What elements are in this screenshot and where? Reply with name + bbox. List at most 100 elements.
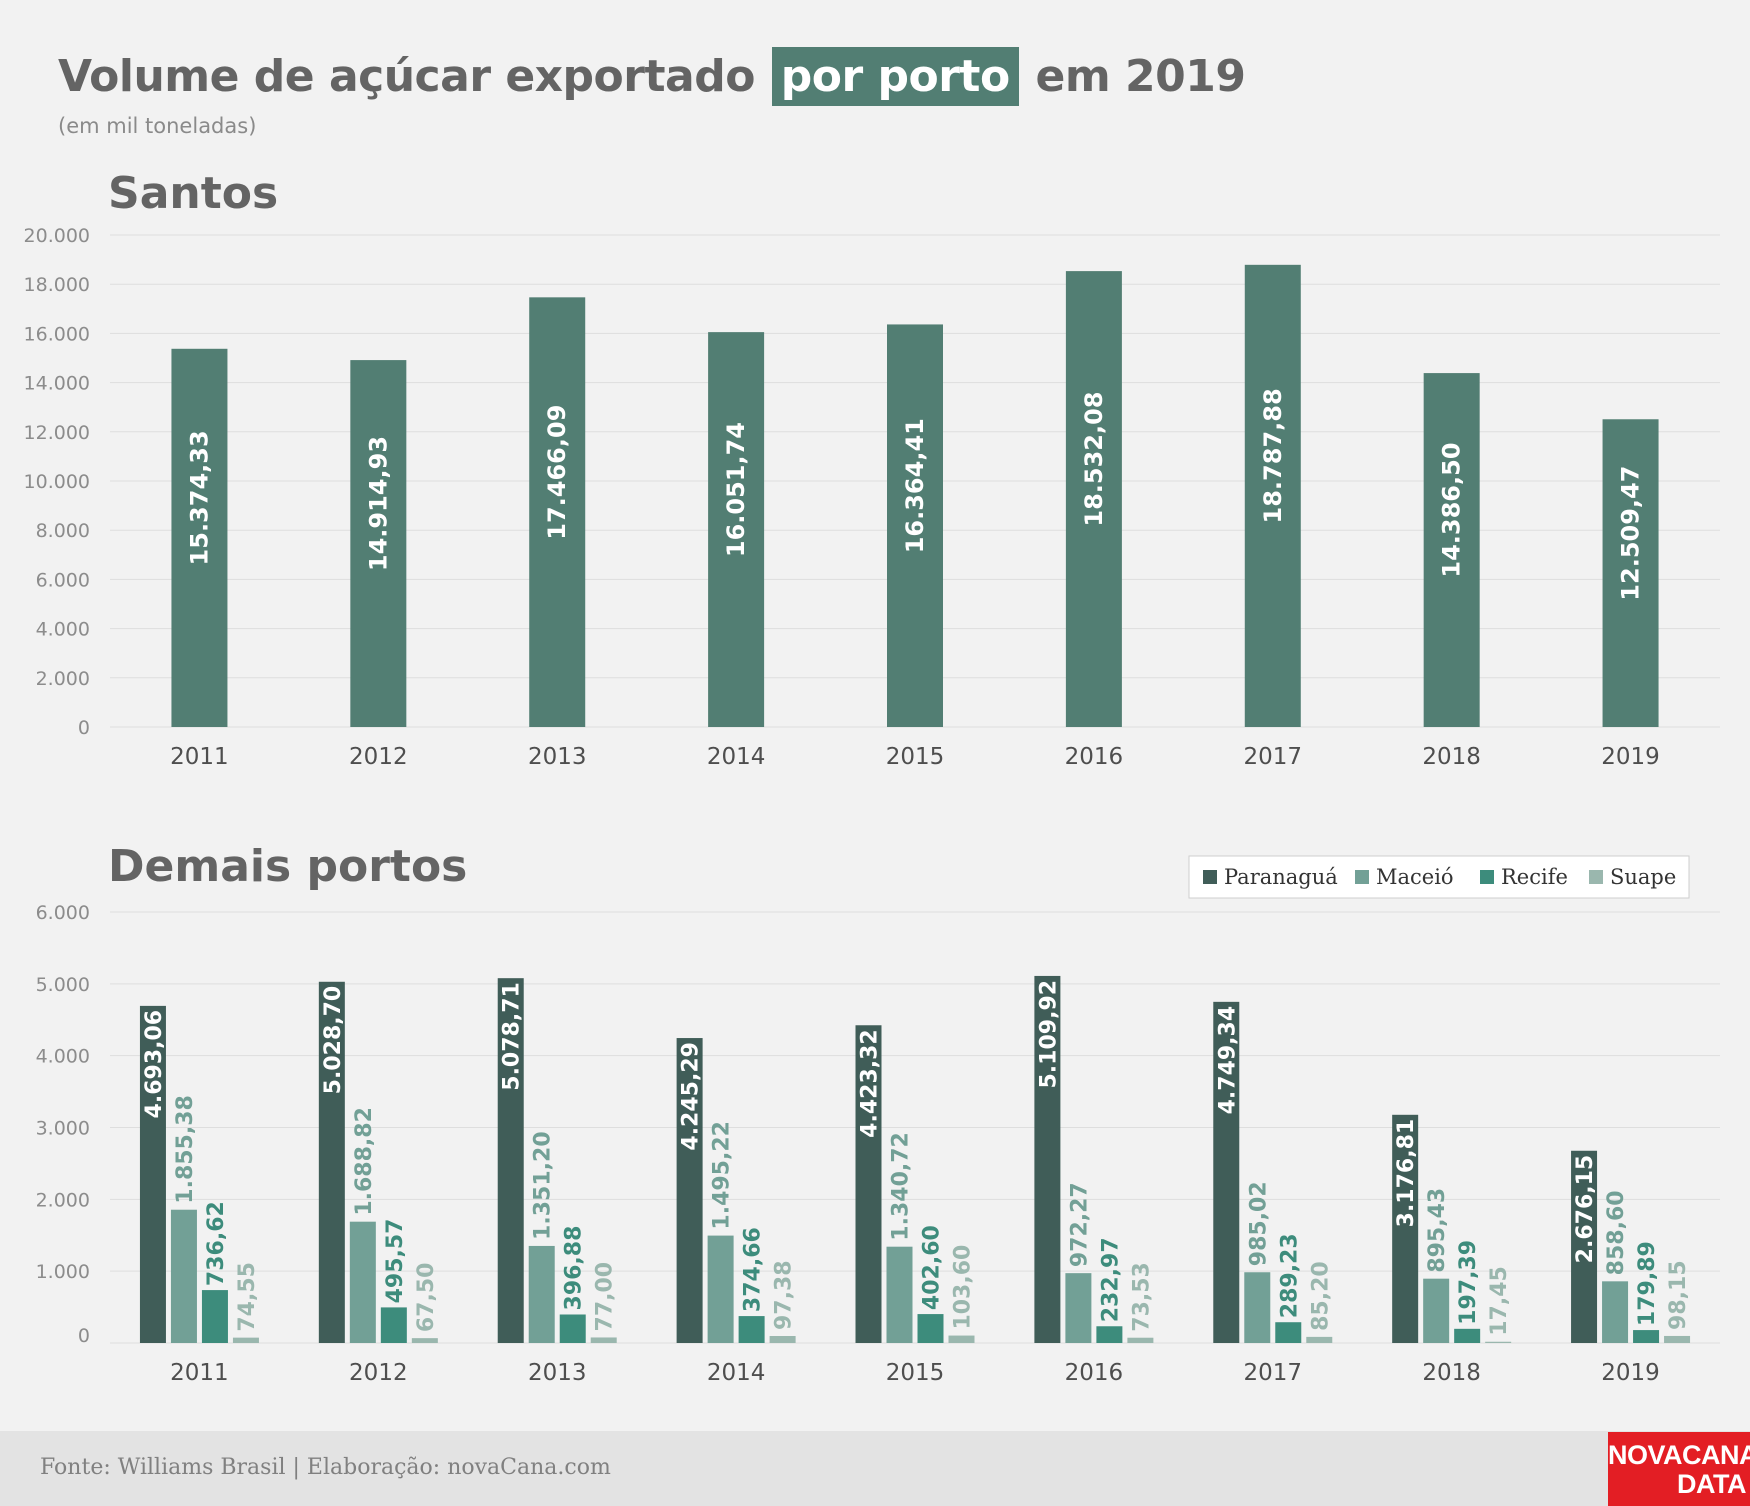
bar-label-maceio-2017: 985,02 bbox=[1246, 1181, 1271, 1266]
bar-recife-2013 bbox=[559, 1314, 586, 1343]
bar-label-suape-2011: 74,55 bbox=[235, 1262, 260, 1332]
bar-recife-2017 bbox=[1275, 1322, 1302, 1343]
legend-box bbox=[1188, 855, 1690, 899]
y-tick-label: 10.000 bbox=[24, 471, 90, 493]
x-tick-label: 2013 bbox=[528, 744, 587, 770]
bar-label-paranagua-2011: 4.693,06 bbox=[142, 1010, 167, 1119]
bar-label-suape-2019: 98,15 bbox=[1666, 1260, 1691, 1330]
bar-label-suape-2018: 17,45 bbox=[1487, 1266, 1512, 1336]
x-tick-label: 2016 bbox=[1065, 744, 1124, 770]
bar-maceio-2018 bbox=[1423, 1278, 1450, 1343]
page-subtitle: (em mil toneladas) bbox=[58, 114, 257, 138]
bar-label-maceio-2018: 895,43 bbox=[1425, 1188, 1450, 1273]
x-tick-label: 2015 bbox=[886, 744, 945, 770]
demais-portos-chart: Demais portos 0 1.000 2.000 3.000 4.000 5.000 6… bbox=[36, 841, 1720, 1386]
y-tick-label: 5.000 bbox=[36, 974, 90, 996]
x-tick-label: 2012 bbox=[349, 744, 408, 770]
bar-paranagua-2012 bbox=[318, 981, 345, 1343]
bar-maceio-2012 bbox=[349, 1221, 376, 1343]
bar-santos-2019 bbox=[1602, 419, 1659, 727]
bar-label-paranagua-2013: 5.078,71 bbox=[500, 982, 525, 1091]
bar-suape-2013 bbox=[590, 1337, 617, 1343]
bar-maceio-2017 bbox=[1244, 1272, 1271, 1343]
x-tick-label: 2019 bbox=[1601, 1360, 1660, 1386]
bar-label-suape-2012: 67,50 bbox=[414, 1263, 439, 1333]
bar-label-recife-2015: 402,60 bbox=[920, 1225, 945, 1310]
bar-label-santos-2017: 18.787,88 bbox=[1259, 388, 1287, 523]
bar-label-santos-2019: 12.509,47 bbox=[1617, 466, 1645, 601]
novacana-data-logo: NOVACANA DATA bbox=[1608, 1432, 1750, 1506]
bar-suape-2015 bbox=[948, 1335, 975, 1343]
bar-paranagua-2016 bbox=[1034, 975, 1061, 1343]
bar-santos-2018 bbox=[1423, 373, 1480, 727]
bar-label-paranagua-2017: 4.749,34 bbox=[1215, 1006, 1240, 1115]
bar-label-maceio-2012: 1.688,82 bbox=[352, 1107, 377, 1216]
x-tick-label: 2018 bbox=[1422, 744, 1481, 770]
panel-title-santos: Santos bbox=[108, 168, 278, 219]
santos-chart: Santos 0 2.000 4.000 6.000 8.000 10.000 12.000 1… bbox=[24, 168, 1720, 770]
bar-suape-2014 bbox=[769, 1336, 796, 1343]
y-tick-label: 20.000 bbox=[24, 225, 90, 247]
bar-label-recife-2016: 232,97 bbox=[1098, 1237, 1123, 1322]
y-tick-label: 18.000 bbox=[24, 274, 90, 296]
bar-santos-2014 bbox=[708, 332, 765, 727]
bar-santos-2013 bbox=[529, 297, 586, 727]
y-tick-label: 14.000 bbox=[24, 373, 90, 395]
bar-paranagua-2017 bbox=[1213, 1001, 1240, 1343]
x-tick-label: 2014 bbox=[707, 744, 766, 770]
bar-label-santos-2013: 17.466,09 bbox=[543, 405, 571, 540]
bar-maceio-2011 bbox=[170, 1209, 197, 1343]
bar-label-suape-2015: 103,60 bbox=[951, 1245, 976, 1330]
legend-label-paranagua: Paranaguá bbox=[1224, 865, 1338, 889]
bar-recife-2012 bbox=[380, 1307, 407, 1343]
legend-label-maceio: Maceió bbox=[1376, 865, 1454, 889]
bar-label-recife-2019: 179,89 bbox=[1635, 1241, 1660, 1326]
source-note: Fonte: Williams Brasil | Elaboração: nov… bbox=[40, 1455, 611, 1480]
title-text-post: em 2019 bbox=[1035, 51, 1246, 102]
x-tick-label: 2014 bbox=[707, 1360, 766, 1386]
y-tick-label: 0 bbox=[78, 717, 90, 739]
bar-recife-2018 bbox=[1454, 1328, 1481, 1343]
bar-recife-2014 bbox=[738, 1316, 765, 1343]
bar-maceio-2016 bbox=[1065, 1273, 1092, 1343]
bar-label-recife-2013: 396,88 bbox=[562, 1226, 587, 1311]
bar-label-recife-2017: 289,23 bbox=[1277, 1233, 1302, 1318]
y-tick-label: 4.000 bbox=[36, 619, 90, 641]
bar-suape-2011 bbox=[232, 1337, 259, 1343]
bar-label-paranagua-2015: 4.423,32 bbox=[858, 1029, 883, 1138]
chart-header: Volume de açúcar exportado por porto em … bbox=[58, 44, 1246, 138]
bar-paranagua-2011 bbox=[139, 1005, 166, 1343]
x-tick-label: 2011 bbox=[170, 744, 229, 770]
title-text-pre: Volume de açúcar exportado bbox=[58, 51, 755, 102]
x-tick-label: 2012 bbox=[349, 1360, 408, 1386]
y-tick-label: 2.000 bbox=[36, 668, 90, 690]
legend-swatch-paranagua bbox=[1203, 870, 1217, 884]
bar-recife-2016 bbox=[1096, 1326, 1123, 1343]
bar-paranagua-2015 bbox=[855, 1025, 882, 1343]
bar-label-santos-2015: 16.364,41 bbox=[901, 418, 929, 553]
bar-recife-2019 bbox=[1633, 1330, 1660, 1343]
y-tick-label: 0 bbox=[78, 1325, 90, 1347]
bar-label-santos-2016: 18.532,08 bbox=[1080, 391, 1108, 526]
bar-recife-2011 bbox=[201, 1290, 228, 1343]
bar-paranagua-2013 bbox=[497, 978, 524, 1343]
legend-label-suape: Suape bbox=[1610, 865, 1676, 889]
bar-suape-2012 bbox=[411, 1338, 438, 1343]
bar-label-suape-2017: 85,20 bbox=[1308, 1261, 1333, 1331]
bar-santos-2015 bbox=[887, 324, 943, 727]
bar-label-maceio-2014: 1.495,22 bbox=[710, 1121, 735, 1230]
bar-santos-2011 bbox=[171, 348, 228, 727]
y-tick-label: 3.000 bbox=[36, 1118, 90, 1140]
x-tick-label: 2011 bbox=[170, 1360, 229, 1386]
bar-paranagua-2014 bbox=[676, 1038, 703, 1343]
bar-suape-2016 bbox=[1127, 1337, 1154, 1343]
bar-label-maceio-2011: 1.855,38 bbox=[173, 1095, 198, 1204]
bar-label-recife-2011: 736,62 bbox=[204, 1201, 229, 1286]
bar-label-santos-2012: 14.914,93 bbox=[364, 436, 392, 571]
y-tick-label: 8.000 bbox=[36, 520, 90, 542]
bar-label-suape-2013: 77,00 bbox=[593, 1262, 618, 1332]
legend-swatch-recife bbox=[1480, 870, 1494, 884]
bar-santos-2017 bbox=[1244, 264, 1301, 727]
y-tick-label: 12.000 bbox=[24, 422, 90, 444]
bar-label-suape-2014: 97,38 bbox=[772, 1260, 797, 1330]
